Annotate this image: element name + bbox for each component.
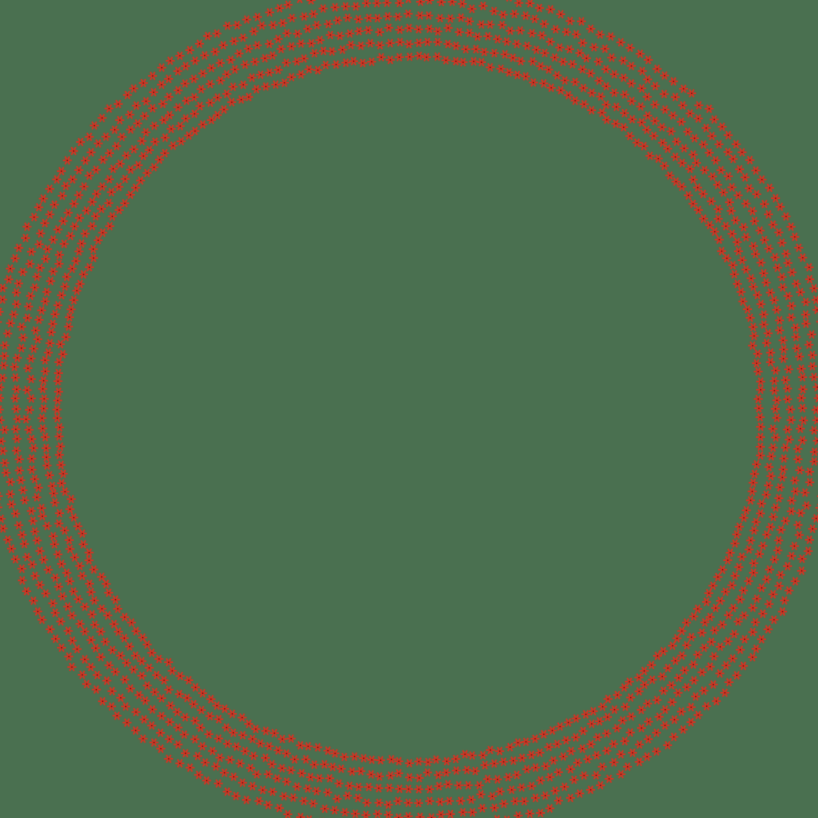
polar-scatter-plot <box>0 0 818 818</box>
scatter-marker-layer <box>0 0 818 818</box>
